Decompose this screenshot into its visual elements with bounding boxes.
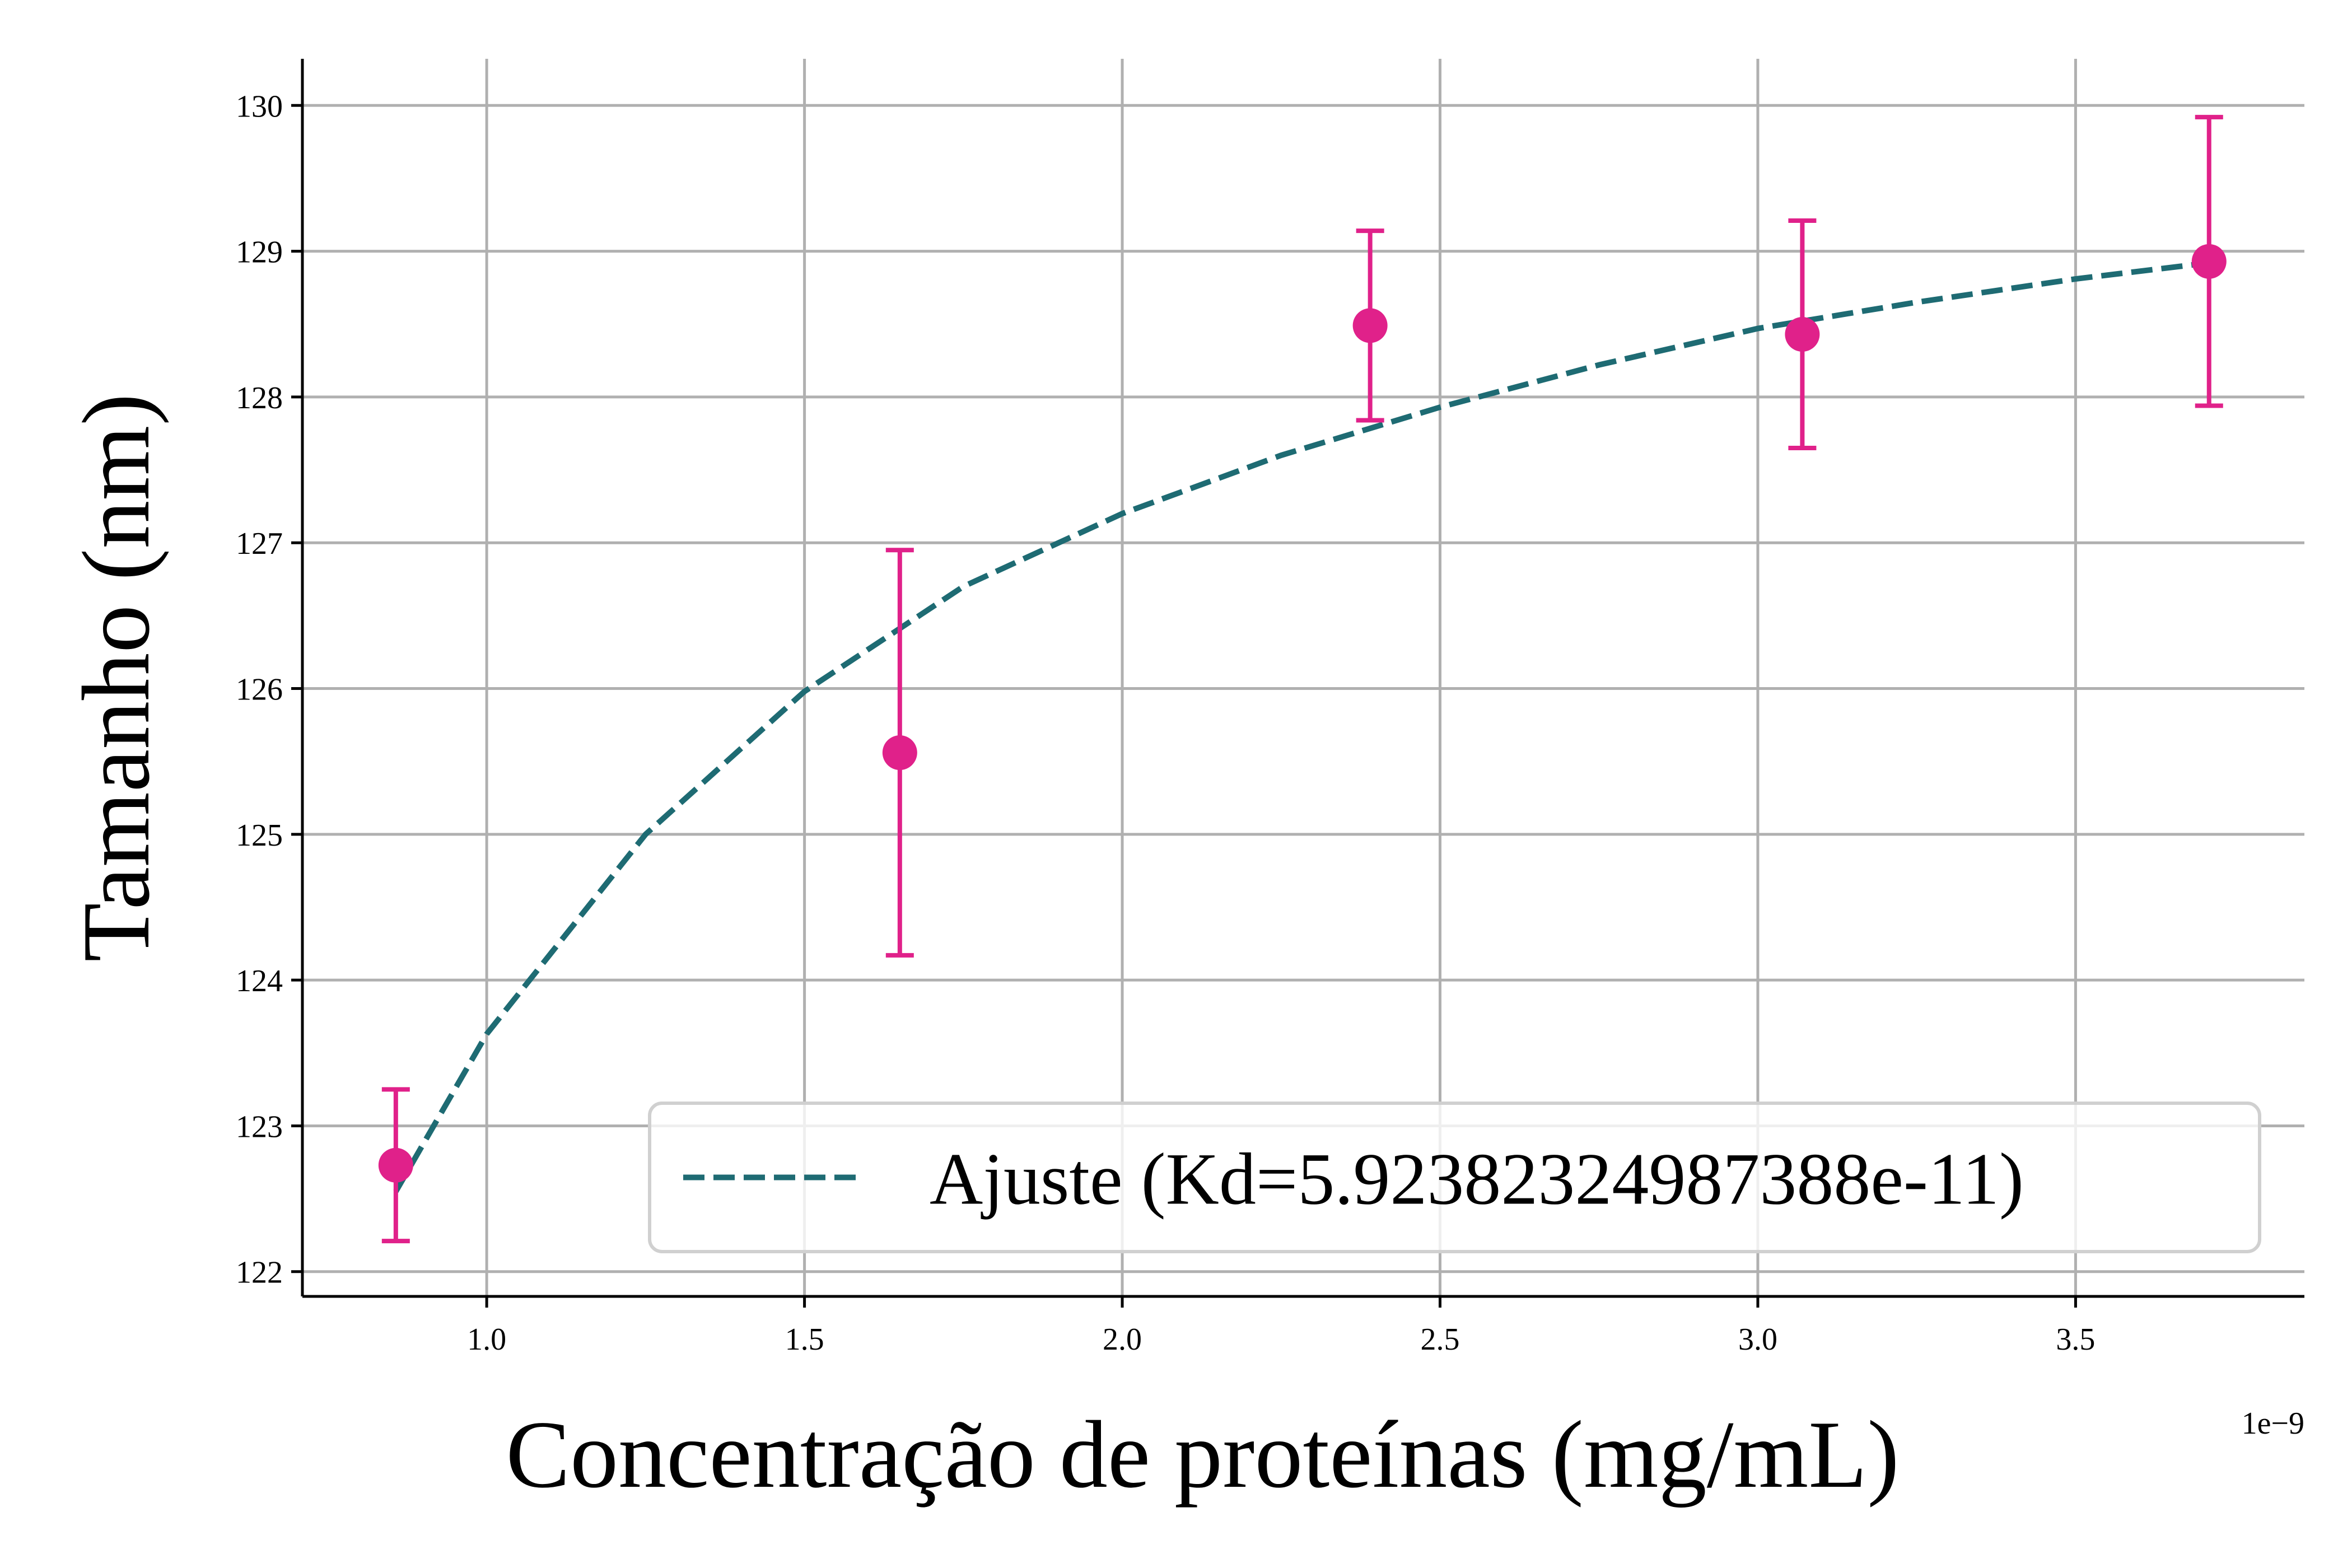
x-offset-label: 1e−9 (2242, 1406, 2304, 1441)
x-tick-label: 1.5 (785, 1322, 824, 1357)
data-point (1352, 308, 1388, 343)
y-tick-label: 126 (236, 673, 283, 707)
legend: Ajuste (Kd=5.92382324987388e-11) (648, 1102, 2261, 1253)
data-point (2191, 244, 2227, 279)
x-tick-label: 3.5 (2056, 1322, 2095, 1357)
x-axis-label: Concentração de proteínas (mg/mL) (506, 1402, 1899, 1508)
x-tick-label: 3.0 (1738, 1322, 1777, 1357)
data-point-group (882, 548, 917, 958)
y-tick-label: 124 (236, 964, 283, 998)
axes (301, 59, 2304, 1298)
data-point-group (2191, 115, 2227, 408)
ticks: 1.0 1.5 2.0 2.5 3.0 3.5 122 123 124 125 126 127 128 1… (236, 89, 2095, 1357)
y-tick-label: 123 (236, 1109, 283, 1144)
y-tick-label: 130 (236, 89, 283, 124)
y-tick-label: 128 (236, 381, 283, 416)
y-axis-label: Tamanho (nm) (63, 394, 170, 962)
y-tick-label: 129 (236, 235, 283, 270)
fit-layer (393, 260, 2210, 1193)
x-tick-label: 1.0 (467, 1322, 506, 1357)
grid (302, 59, 2304, 1296)
data-point (1785, 316, 1820, 352)
x-tick-label: 2.0 (1103, 1322, 1142, 1357)
y-tick-label: 125 (236, 818, 283, 853)
y-tick-label: 122 (236, 1256, 283, 1290)
legend-box (648, 1102, 2261, 1253)
data-point-group (378, 1087, 413, 1244)
data-point (378, 1147, 413, 1183)
points-layer (378, 115, 2227, 1244)
data-point-group (1352, 228, 1388, 423)
fit-line (393, 260, 2210, 1193)
data-point (882, 735, 917, 771)
legend-label-fit: Ajuste (Kd=5.92382324987388e-11) (930, 1138, 2024, 1220)
x-tick-label: 2.5 (1421, 1322, 1460, 1357)
y-tick-label: 127 (236, 526, 283, 561)
data-point-group (1785, 218, 1820, 451)
